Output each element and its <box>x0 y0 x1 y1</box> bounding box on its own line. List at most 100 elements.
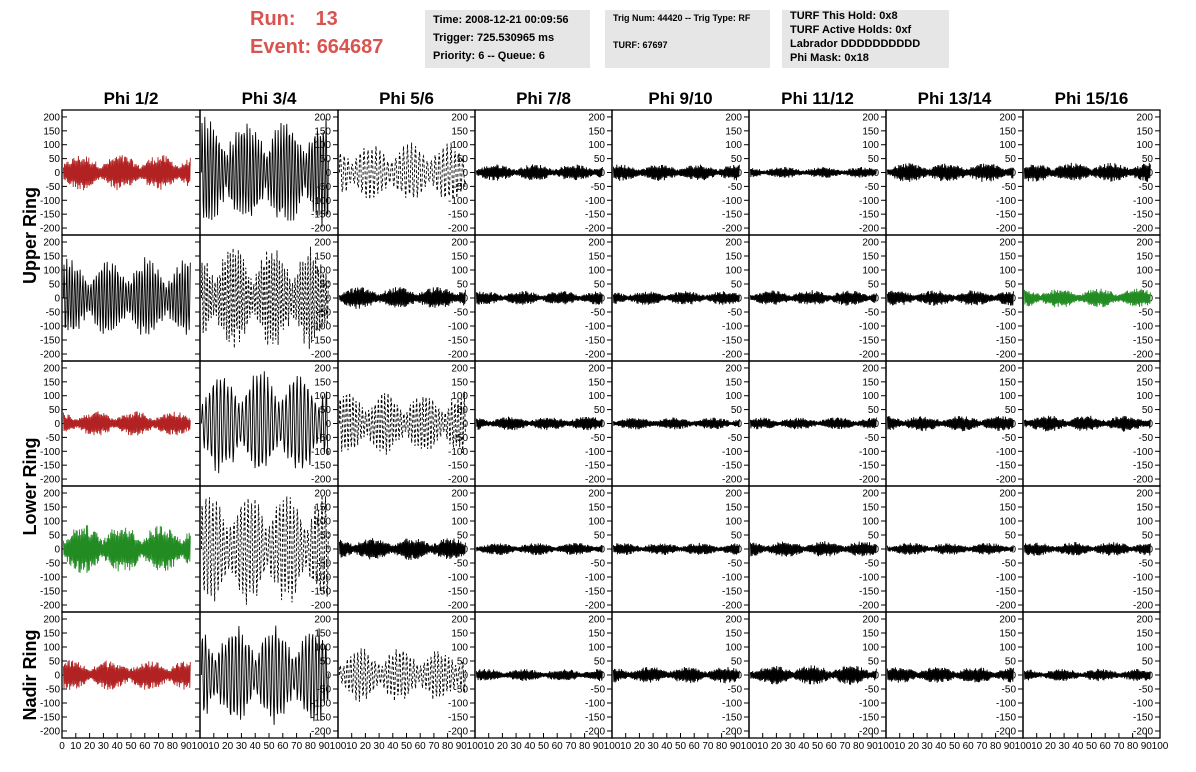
y-tick-label: 200 <box>451 112 468 123</box>
x-tick-label: 20 <box>222 741 234 752</box>
y-tick-label: 150 <box>451 252 468 263</box>
x-tick-label: 50 <box>401 741 413 752</box>
x-tick-label: 80 <box>990 741 1002 752</box>
event-label-text: Event: <box>250 36 312 58</box>
waveform-series <box>1023 288 1151 308</box>
y-tick-label: -100 <box>448 447 468 458</box>
waveform-series <box>612 666 740 684</box>
x-tick-label: 10 <box>208 741 220 752</box>
x-tick-label: 100 <box>1015 741 1032 752</box>
y-tick-label: -150 <box>722 587 742 598</box>
y-tick-label: 0 <box>599 168 605 179</box>
x-tick-label: 80 <box>579 741 591 752</box>
y-tick-label: 100 <box>43 517 60 528</box>
x-tick-label: 40 <box>661 741 673 752</box>
waveform-series <box>1023 668 1151 682</box>
waveform-series <box>475 416 603 431</box>
y-tick-label: 150 <box>999 377 1016 388</box>
x-tick-label: 100 <box>330 741 347 752</box>
y-tick-label: 50 <box>731 531 743 542</box>
y-tick-label: -150 <box>1133 461 1153 472</box>
y-tick-label: -50 <box>728 433 743 444</box>
y-tick-label: 200 <box>588 489 605 500</box>
y-tick-label: -150 <box>448 713 468 724</box>
y-tick-label: -100 <box>859 447 879 458</box>
y-tick-label: -150 <box>585 587 605 598</box>
y-tick-label: 200 <box>43 363 60 374</box>
phi-mask-line: Phi Mask: 0x18 <box>790 52 869 64</box>
y-tick-label: -100 <box>585 573 605 584</box>
y-tick-label: 150 <box>451 377 468 388</box>
x-tick-label: 40 <box>387 741 399 752</box>
x-tick-label: 80 <box>305 741 317 752</box>
waveform-series <box>475 668 603 682</box>
y-tick-label: -150 <box>448 587 468 598</box>
y-tick-label: 50 <box>594 531 606 542</box>
x-tick-label: 90 <box>867 741 879 752</box>
x-tick-label: 90 <box>1004 741 1016 752</box>
y-tick-label: 200 <box>314 615 331 626</box>
run-value: 13 <box>315 8 338 30</box>
y-tick-label: 200 <box>999 489 1016 500</box>
y-tick-label: -50 <box>728 308 743 319</box>
waveform-series <box>338 142 466 200</box>
y-tick-label: 150 <box>1136 252 1153 263</box>
column-header: Phi 3/4 <box>242 89 297 108</box>
time-line: Time: 2008-12-21 00:09:56 <box>433 14 569 26</box>
y-tick-label: 200 <box>999 615 1016 626</box>
y-tick-label: 50 <box>1005 154 1017 165</box>
y-tick-label: 100 <box>588 266 605 277</box>
y-tick-label: -150 <box>996 461 1016 472</box>
turf-active-line: TURF Active Holds: 0xf <box>790 24 912 36</box>
column-header: Phi 5/6 <box>379 89 434 108</box>
y-tick-label: 200 <box>314 238 331 249</box>
y-tick-label: -150 <box>40 210 60 221</box>
y-tick-label: -100 <box>311 447 331 458</box>
waveform-series <box>749 417 877 430</box>
x-tick-label: 90 <box>1141 741 1153 752</box>
y-tick-label: 200 <box>1136 112 1153 123</box>
y-tick-label: -150 <box>311 336 331 347</box>
y-tick-label: -150 <box>311 461 331 472</box>
y-tick-label: 200 <box>43 489 60 500</box>
y-tick-label: 50 <box>731 657 743 668</box>
y-tick-label: -100 <box>859 573 879 584</box>
waveform-series <box>62 660 191 690</box>
y-tick-label: -200 <box>448 350 468 361</box>
y-tick-label: -200 <box>311 601 331 612</box>
y-tick-label: -200 <box>1133 350 1153 361</box>
y-tick-label: -150 <box>996 210 1016 221</box>
y-tick-label: -50 <box>728 685 743 696</box>
y-tick-label: 50 <box>1142 657 1154 668</box>
y-tick-label: -100 <box>448 699 468 710</box>
y-tick-label: -50 <box>46 433 61 444</box>
y-tick-label: 50 <box>49 531 61 542</box>
y-tick-label: 200 <box>862 363 879 374</box>
y-tick-label: -150 <box>859 336 879 347</box>
x-tick-label: 20 <box>360 741 372 752</box>
y-tick-label: 150 <box>588 252 605 263</box>
y-tick-label: 200 <box>1136 238 1153 249</box>
y-tick-label: -50 <box>454 433 469 444</box>
x-tick-label: 70 <box>428 741 440 752</box>
y-tick-label: 100 <box>451 517 468 528</box>
y-tick-label: 150 <box>314 126 331 137</box>
waveform-series <box>886 163 1014 182</box>
y-tick-label: 0 <box>873 168 879 179</box>
y-tick-label: -200 <box>448 475 468 486</box>
waveform-series <box>612 417 740 430</box>
x-tick-label: 0 <box>59 741 65 752</box>
waveform-series <box>200 495 329 605</box>
x-tick-label: 80 <box>853 741 865 752</box>
y-tick-label: -100 <box>40 196 60 207</box>
y-tick-label: -50 <box>591 559 606 570</box>
y-tick-label: 150 <box>1136 503 1153 514</box>
y-tick-label: 100 <box>451 266 468 277</box>
y-tick-label: 150 <box>451 126 468 137</box>
x-tick-label: 90 <box>730 741 742 752</box>
y-tick-label: -200 <box>996 727 1016 738</box>
y-tick-label: 50 <box>731 405 743 416</box>
x-tick-label: 30 <box>374 741 386 752</box>
x-tick-label: 60 <box>689 741 701 752</box>
